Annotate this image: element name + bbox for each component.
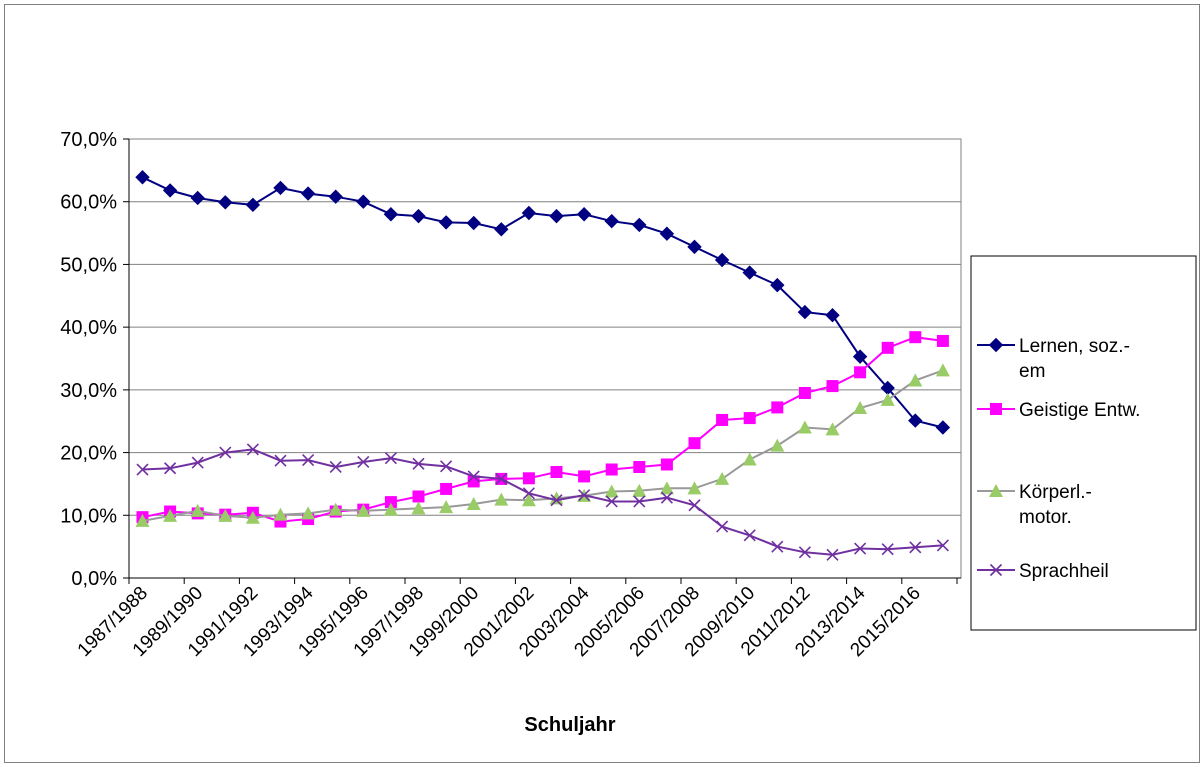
legend-label: Körperl.-: [1019, 482, 1092, 503]
y-tick-label: 0,0%: [71, 568, 117, 590]
legend: Lernen, soz.- em Geistige Entw. Körperl.- mo…: [971, 256, 1196, 630]
legend-label: em: [1019, 361, 1045, 382]
y-tick-label: 30,0%: [60, 380, 117, 402]
data-point: [827, 380, 839, 392]
line-chart: 0,0%10,0%20,0%30,0%40,0%50,0%60,0%70,0%1…: [5, 5, 1201, 764]
y-tick-label: 60,0%: [60, 192, 117, 214]
y-tick-label: 20,0%: [60, 443, 117, 465]
y-tick-label: 40,0%: [60, 317, 117, 339]
y-tick-label: 70,0%: [60, 129, 117, 151]
data-point: [882, 342, 894, 354]
y-tick-label: 50,0%: [60, 254, 117, 276]
data-point: [909, 331, 921, 343]
data-point: [689, 437, 701, 449]
data-point: [440, 483, 452, 495]
data-point: [551, 466, 563, 478]
data-point: [413, 490, 425, 502]
legend-label: Sprachheil: [1019, 561, 1109, 582]
data-point: [578, 470, 590, 482]
data-point: [716, 414, 728, 426]
data-point: [633, 461, 645, 473]
data-point: [523, 472, 535, 484]
legend-label: motor.: [1019, 507, 1072, 528]
data-point: [854, 366, 866, 378]
data-point: [771, 401, 783, 413]
data-point: [799, 387, 811, 399]
data-point: [937, 335, 949, 347]
x-axis-title: Schuljahr: [524, 714, 615, 736]
chart-frame: 0,0% 10,0% 20,0% 30,0% 40,0% 50,0% 60,0% 70,0% 1…: [4, 4, 1200, 763]
y-tick-label: 10,0%: [60, 505, 117, 527]
data-point: [744, 412, 756, 424]
legend-label: Lernen, soz.-: [1019, 336, 1130, 357]
legend-marker: [990, 403, 1002, 415]
data-point: [661, 458, 673, 470]
legend-label: Geistige Entw.: [1019, 400, 1140, 421]
data-point: [606, 464, 618, 476]
